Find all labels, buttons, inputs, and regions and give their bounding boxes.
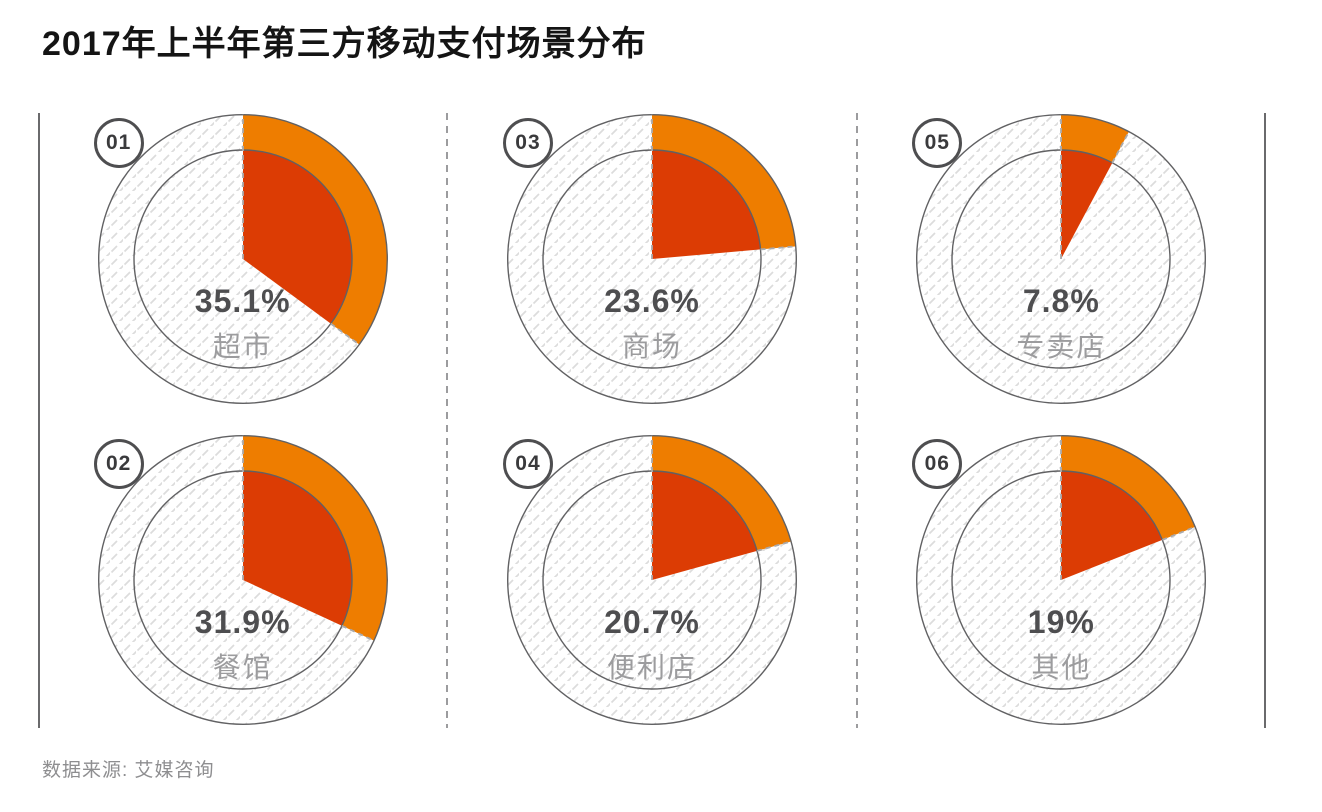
chart-column-2: 03 23.6% 商场 04 20.7% 便利店 xyxy=(447,113,856,728)
category-label: 便利店 xyxy=(606,652,697,683)
pie-chart-cell: 04 20.7% 便利店 xyxy=(447,434,856,728)
page-title: 2017年上半年第三方移动支付场景分布 xyxy=(42,25,647,63)
right-border-line xyxy=(1264,113,1266,728)
pie-chart-cell: 02 31.9% 餐馆 xyxy=(38,434,447,728)
chart-index-number: 05 xyxy=(924,131,950,154)
pie-chart xyxy=(97,434,389,726)
column-divider-2 xyxy=(855,113,858,728)
chart-index-badge: 06 xyxy=(912,439,963,489)
chart-index-badge: 02 xyxy=(93,439,144,489)
left-border-line xyxy=(38,113,40,728)
chart-index-number: 04 xyxy=(515,452,541,475)
chart-index-badge: 05 xyxy=(912,118,963,168)
category-label: 商场 xyxy=(621,331,682,362)
pie-chart xyxy=(915,113,1207,405)
chart-index-number: 01 xyxy=(105,131,132,154)
pie-chart-cell: 06 19% 其他 xyxy=(857,434,1266,728)
category-label: 其他 xyxy=(1031,652,1092,683)
column-divider-1 xyxy=(446,113,449,728)
pie-chart xyxy=(97,113,389,405)
chart-index-badge: 01 xyxy=(93,118,144,168)
percentage-value: 20.7% xyxy=(604,604,700,640)
pie-chart-cell: 03 23.6% 商场 xyxy=(447,113,856,407)
percentage-value: 19% xyxy=(1027,604,1095,640)
chart-index-number: 03 xyxy=(515,131,541,154)
pie-chart xyxy=(506,434,798,726)
chart-column-1: 01 35.1% 超市 02 31.9% 餐馆 xyxy=(38,113,447,728)
pie-chart xyxy=(915,434,1207,726)
percentage-value: 31.9% xyxy=(194,604,291,640)
chart-column-3: 05 7.8% 专卖店 06 19% 其他 xyxy=(857,113,1266,728)
chart-index-badge: 03 xyxy=(502,118,553,168)
category-label: 专卖店 xyxy=(1016,331,1107,362)
data-source: 数据来源: 艾媒咨询 xyxy=(42,760,215,781)
chart-index-number: 02 xyxy=(105,452,132,475)
percentage-value: 7.8% xyxy=(1022,283,1100,319)
chart-index-badge: 04 xyxy=(502,439,553,489)
pie-chart xyxy=(506,113,798,405)
chart-index-number: 06 xyxy=(924,452,950,475)
category-label: 餐馆 xyxy=(212,652,273,683)
percentage-value: 23.6% xyxy=(604,283,700,319)
pie-chart-cell: 01 35.1% 超市 xyxy=(38,113,447,407)
percentage-value: 35.1% xyxy=(194,283,291,319)
pie-chart-cell: 05 7.8% 专卖店 xyxy=(857,113,1266,407)
category-label: 超市 xyxy=(212,331,273,362)
charts-grid: 01 35.1% 超市 02 31.9% 餐馆 03 23.6% 商场 04 2… xyxy=(38,113,1266,728)
